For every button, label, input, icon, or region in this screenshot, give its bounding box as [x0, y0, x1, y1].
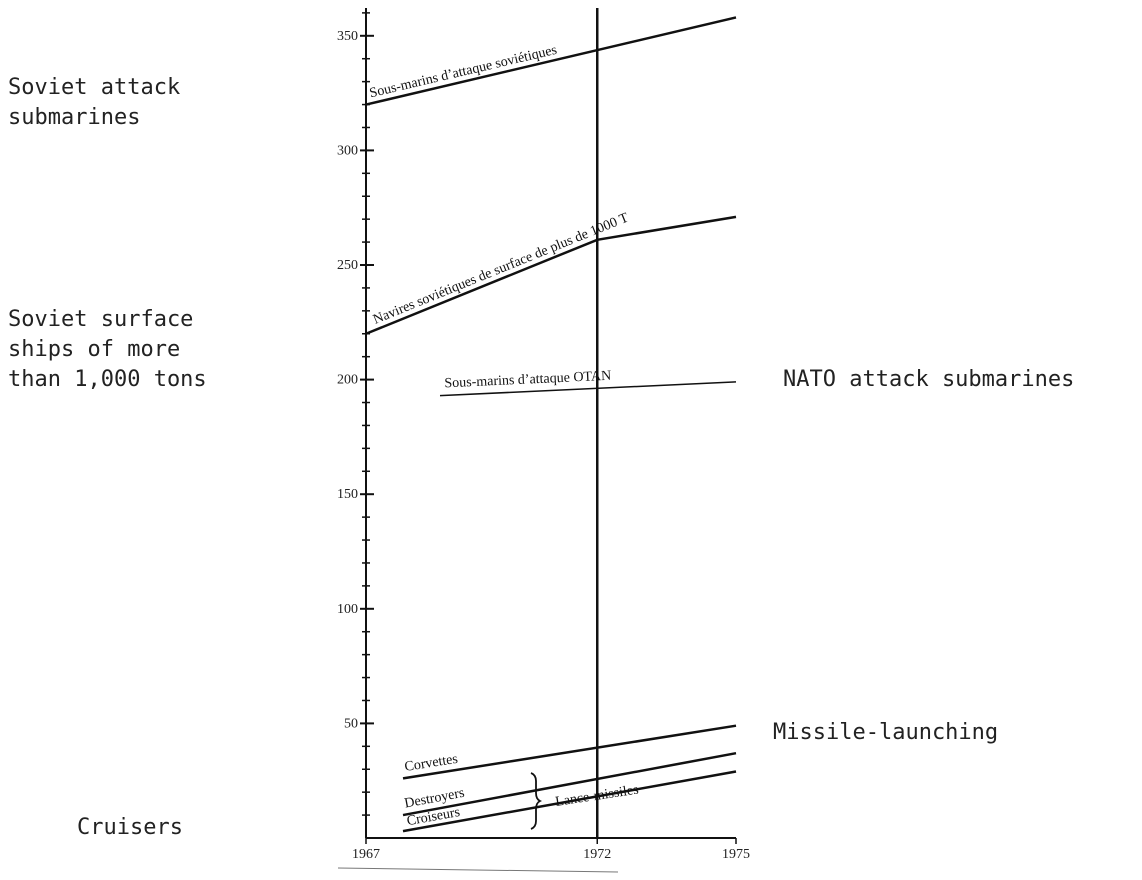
annotation-soviet-attack-submarines: Soviet attack submarines	[8, 75, 181, 130]
series-line	[402, 751, 737, 817]
series-line	[402, 770, 737, 833]
bottom-rule	[337, 867, 619, 873]
annotation-missile-launching: Missile-launching	[773, 720, 999, 745]
series-label: Sous-marins d’attaque OTAN	[444, 369, 611, 392]
series-line	[439, 381, 737, 397]
series-label: Sous-marins d’attaque soviétiques	[368, 43, 558, 102]
y-tick-label: 100	[337, 602, 358, 617]
y-tick-label: 250	[337, 258, 358, 273]
x-tick-label: 1975	[722, 847, 750, 862]
series-line	[365, 16, 737, 106]
annotation-cruisers: Cruisers	[77, 815, 183, 840]
annotation-nato-attack-submarines: NATO attack submarines	[783, 367, 1075, 392]
bracket-brace	[530, 772, 543, 830]
series-label: Navires soviétiques de surface de plus d…	[371, 210, 631, 327]
annotation-soviet-surface-ships: Soviet surface ships of more than 1,000 …	[8, 307, 207, 392]
y-tick-label: 50	[344, 716, 358, 731]
series-line	[402, 724, 737, 780]
y-tick-label: 350	[337, 29, 358, 44]
series-line	[365, 215, 737, 335]
x-tick-label: 1967	[352, 847, 380, 862]
y-tick-label: 150	[337, 487, 358, 502]
y-tick-label: 300	[337, 143, 358, 158]
x-tick-label: 1972	[583, 847, 611, 862]
y-tick-label: 200	[337, 373, 358, 388]
